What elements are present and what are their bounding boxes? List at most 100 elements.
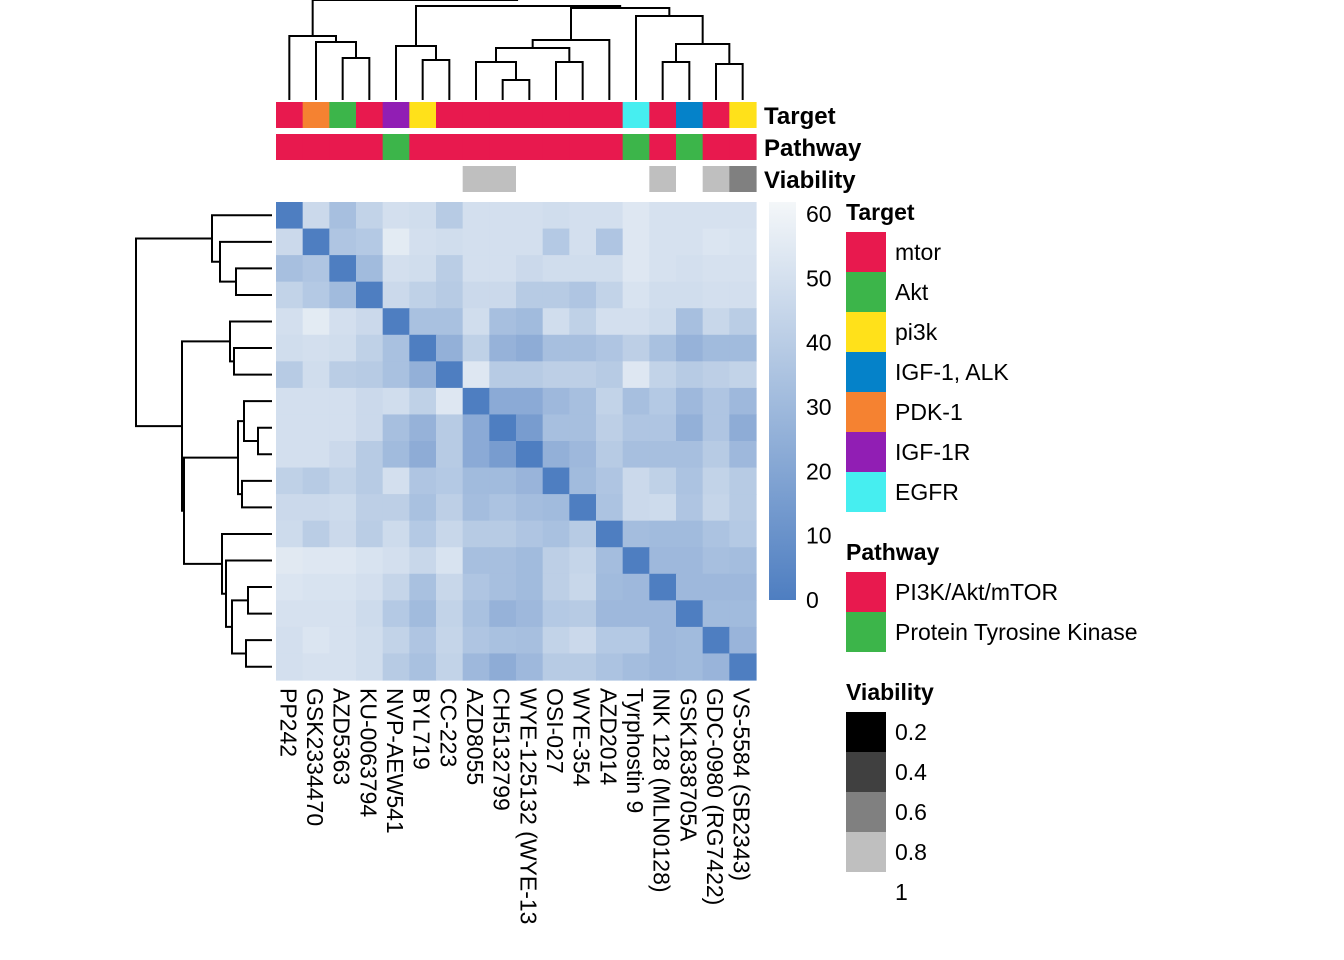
heatmap-cell: [329, 308, 357, 336]
heatmap-cell: [516, 547, 544, 575]
legend-label: 0.8: [895, 839, 927, 865]
heatmap-cell: [676, 334, 704, 362]
legend-label: EGFR: [895, 479, 959, 505]
heatmap-cell: [622, 334, 650, 362]
heatmap-cell: [436, 202, 464, 230]
legend-swatch: [846, 312, 886, 352]
legend-swatch: [846, 612, 886, 652]
heatmap-cell: [329, 281, 357, 309]
legend-label: 1: [895, 879, 908, 905]
heatmap-cell: [596, 228, 624, 256]
heatmap-cell: [649, 520, 677, 548]
heatmap-cell: [649, 387, 677, 416]
heatmap-cell: [676, 308, 704, 336]
row-dendrogram-branch: [235, 267, 272, 296]
legend-label: 0.6: [895, 799, 927, 825]
heatmap-cell: [569, 520, 597, 548]
heatmap-cell: [702, 494, 730, 522]
heatmap-cell: [516, 334, 544, 362]
heatmap-cell: [622, 308, 650, 336]
heatmap-cell: [329, 414, 357, 442]
viability-annotation-cell: [542, 166, 570, 192]
heatmap-cell: [356, 255, 384, 283]
pathway-annotation-cell: [516, 134, 544, 160]
heatmap-cell: [436, 547, 464, 575]
heatmap-cell: [729, 228, 757, 256]
heatmap-cell: [542, 202, 570, 230]
heatmap-cell: [516, 387, 544, 416]
heatmap-cell: [409, 520, 437, 548]
heatmap-cell: [676, 414, 704, 442]
heatmap-cell: [702, 441, 730, 469]
legend-label: PDK-1: [895, 399, 963, 425]
heatmap-cell: [276, 547, 304, 575]
heatmap-cell: [569, 281, 597, 309]
colorbar-tick-label: 60: [806, 201, 832, 227]
heatmap-cell: [462, 281, 490, 309]
column-label: WYE-125132 (WYE-13: [515, 688, 541, 924]
colorbar-tick-label: 20: [806, 458, 832, 484]
heatmap-cell: [516, 202, 544, 230]
pathway-annotation-cell: [622, 134, 650, 160]
heatmap-cell: [569, 202, 597, 230]
heatmap-cell: [702, 255, 730, 283]
column-label: VS-5584 (SB2343): [729, 688, 755, 881]
heatmap-cell: [436, 255, 464, 283]
heatmap-cell: [356, 573, 384, 601]
column-dendrogram-branch: [415, 5, 622, 46]
heatmap-cell: [302, 387, 330, 416]
pathway-annotation-cell: [436, 134, 464, 160]
column-label: NVP-AEW541: [382, 688, 408, 834]
viability-annotation-cell: [276, 166, 304, 192]
heatmap-cell: [462, 547, 490, 575]
colorbar-tick-label: 50: [806, 265, 832, 291]
heatmap-cell: [649, 653, 677, 681]
pathway-annotation-cell: [542, 134, 570, 160]
heatmap-cell: [462, 626, 490, 655]
annotation-title: Target: [764, 103, 836, 130]
heatmap-cell: [436, 361, 464, 389]
pathway-annotation-cell: [409, 134, 437, 160]
column-dendrogram-branch: [555, 61, 584, 100]
heatmap-cell: [729, 600, 757, 628]
heatmap-cell: [596, 600, 624, 628]
colorbar-tick-label: 10: [806, 523, 832, 549]
heatmap-cell: [462, 600, 490, 628]
heatmap-cell: [382, 441, 410, 469]
heatmap-cell: [489, 600, 517, 628]
heatmap-cell: [729, 441, 757, 469]
viability-annotation-cell: [382, 166, 410, 192]
pathway-annotation-cell: [462, 134, 490, 160]
heatmap-cell: [569, 387, 597, 416]
row-dendrogram-branch: [135, 237, 212, 428]
legend-label: pi3k: [895, 319, 938, 345]
column-dendrogram-branch: [315, 41, 357, 100]
heatmap-cell: [462, 334, 490, 362]
heatmap-cell: [702, 653, 730, 681]
heatmap-cell: [329, 520, 357, 548]
heatmap-cell: [569, 653, 597, 681]
pathway-annotation-cell: [596, 134, 624, 160]
heatmap-cell: [729, 202, 757, 230]
heatmap-cell: [302, 308, 330, 336]
row-dendrogram-branch: [241, 479, 272, 509]
heatmap-cell: [276, 600, 304, 628]
column-dendrogram-branch: [421, 59, 451, 100]
heatmap-cell: [622, 494, 650, 522]
heatmap-cell: [382, 281, 410, 309]
heatmap-cell: [356, 361, 384, 389]
annotation-title: Viability: [764, 167, 856, 194]
heatmap-cell: [489, 414, 517, 442]
heatmap-cell: [569, 334, 597, 362]
heatmap-cell: [489, 387, 517, 416]
heatmap-cell: [489, 308, 517, 336]
heatmap-cell: [649, 255, 677, 283]
heatmap-cell: [329, 387, 357, 416]
heatmap-cell: [676, 600, 704, 628]
pathway-annotation-cell: [649, 134, 677, 160]
viability-annotation-cell: [302, 166, 330, 192]
heatmap-cell: [729, 361, 757, 389]
heatmap-cell: [516, 573, 544, 601]
heatmap-cell: [276, 653, 304, 681]
legend-swatch: [846, 712, 886, 752]
